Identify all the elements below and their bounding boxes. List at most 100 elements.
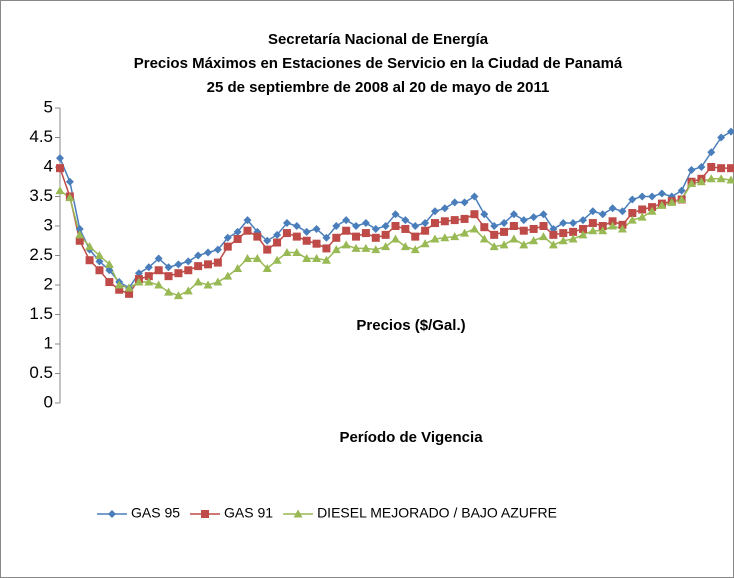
data-point — [628, 195, 637, 204]
data-point — [529, 224, 538, 233]
data-point — [204, 248, 213, 257]
data-point — [706, 174, 716, 183]
data-point — [341, 240, 351, 249]
data-point — [233, 227, 242, 236]
data-point — [351, 243, 361, 252]
data-point — [173, 291, 183, 300]
x-axis-label: Período de Vigencia — [339, 429, 483, 446]
data-point — [450, 232, 460, 241]
y-tick-label: 4 — [44, 156, 53, 175]
data-point — [262, 263, 272, 272]
data-point — [696, 177, 706, 186]
data-point — [529, 236, 539, 245]
data-point — [292, 232, 301, 241]
data-point — [321, 255, 331, 264]
data-point — [164, 287, 174, 296]
data-point — [648, 192, 657, 201]
data-point — [509, 210, 518, 219]
data-point — [184, 266, 193, 275]
data-point — [332, 233, 341, 242]
data-point — [637, 212, 647, 221]
data-point — [56, 164, 64, 173]
data-point — [273, 238, 282, 247]
chart-title: 25 de septiembre de 2008 al 20 de mayo d… — [207, 79, 550, 96]
data-point — [687, 179, 697, 188]
data-point — [549, 230, 558, 239]
data-point — [331, 245, 341, 254]
data-point — [154, 266, 163, 275]
data-point — [361, 219, 370, 228]
data-point — [460, 228, 470, 237]
data-point — [697, 163, 706, 171]
data-point — [470, 192, 479, 201]
y-tick-label: 1 — [44, 333, 53, 352]
data-point — [312, 224, 321, 233]
data-point — [361, 243, 371, 252]
data-point — [144, 272, 153, 281]
y-tick-label: 2.5 — [29, 245, 53, 264]
data-point — [627, 215, 637, 224]
data-point — [115, 285, 124, 294]
data-point — [401, 224, 410, 233]
data-point — [410, 245, 420, 254]
data-point — [312, 239, 321, 248]
data-point — [588, 219, 597, 228]
data-point — [509, 234, 519, 243]
data-point — [726, 175, 734, 184]
data-point — [282, 248, 292, 257]
data-point — [430, 234, 440, 243]
data-point — [371, 224, 380, 233]
legend-marker — [201, 510, 210, 518]
data-point — [213, 258, 222, 267]
data-point — [223, 271, 233, 280]
data-point — [578, 216, 587, 225]
data-point — [440, 233, 450, 242]
data-point — [460, 198, 469, 207]
data-point — [352, 222, 361, 230]
data-point — [75, 224, 84, 233]
data-point — [430, 207, 439, 216]
data-point — [460, 214, 469, 223]
data-point — [707, 163, 716, 171]
data-point — [352, 232, 361, 241]
data-point — [608, 221, 618, 230]
data-point — [174, 269, 183, 278]
data-point — [65, 193, 75, 202]
data-point — [184, 257, 193, 266]
data-point — [479, 234, 489, 243]
data-point — [519, 226, 528, 235]
data-point — [252, 253, 262, 262]
data-point — [193, 277, 203, 286]
data-point — [391, 234, 400, 243]
data-point — [677, 194, 687, 203]
data-point — [164, 263, 173, 272]
data-point — [450, 216, 459, 225]
data-point — [381, 242, 391, 251]
data-point — [598, 222, 607, 230]
data-point — [519, 240, 529, 249]
y-tick-label: 2 — [44, 274, 53, 293]
data-point — [302, 236, 311, 245]
data-point — [617, 224, 627, 233]
y-tick-label: 1.5 — [29, 304, 53, 323]
data-point — [638, 205, 647, 214]
data-point — [391, 210, 400, 219]
data-point — [292, 222, 301, 230]
data-point — [400, 242, 410, 251]
data-point — [174, 260, 183, 269]
data-point — [243, 216, 252, 225]
data-point — [361, 229, 370, 238]
data-point — [489, 242, 499, 251]
data-point — [638, 192, 647, 201]
data-point — [105, 278, 114, 287]
y-tick-label: 5 — [44, 97, 53, 116]
data-point — [292, 248, 302, 257]
data-point — [105, 266, 114, 275]
y-tick-label: 0 — [44, 392, 53, 411]
data-point — [421, 226, 430, 235]
y-tick-label: 3.5 — [29, 186, 53, 205]
data-point — [657, 189, 666, 198]
data-point — [647, 206, 657, 215]
data-point — [322, 244, 331, 253]
data-point — [302, 253, 312, 262]
